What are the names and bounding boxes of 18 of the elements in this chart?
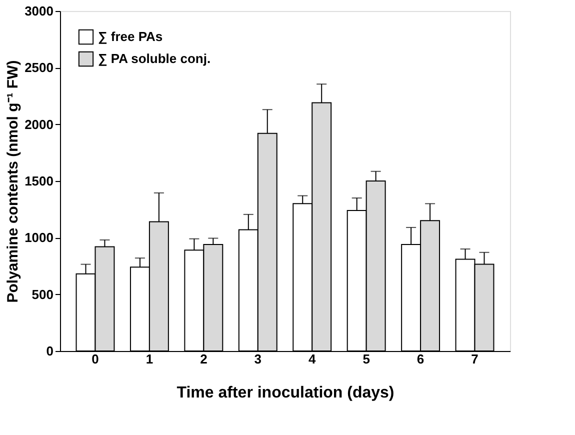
- x-tick-label: 3: [254, 352, 262, 366]
- y-tick-label: 2500: [24, 60, 54, 76]
- y-tick-label: 3000: [24, 4, 54, 18]
- legend-label: ∑ free PAs: [98, 29, 163, 44]
- y-tick-label: 1500: [24, 174, 54, 188]
- x-tick-label: 0: [92, 352, 99, 366]
- y-tick-label: 1000: [24, 230, 54, 246]
- y-axis-title: Polyamine contents (nmol g⁻¹ FW): [4, 60, 22, 303]
- y-tick-label: 2000: [24, 116, 54, 132]
- x-tick-label: 6: [416, 352, 424, 366]
- x-tick-label: 4: [308, 352, 316, 366]
- y-tick-label: 500: [32, 286, 54, 302]
- legend-label: ∑ PA soluble conj.: [98, 51, 211, 66]
- x-tick-label: 1: [146, 352, 154, 366]
- x-axis-title: Time after inoculation (days): [176, 384, 394, 402]
- x-tick-label: 2: [200, 352, 208, 366]
- x-tick-label: 7: [471, 352, 478, 366]
- x-tick-label: 5: [362, 352, 370, 366]
